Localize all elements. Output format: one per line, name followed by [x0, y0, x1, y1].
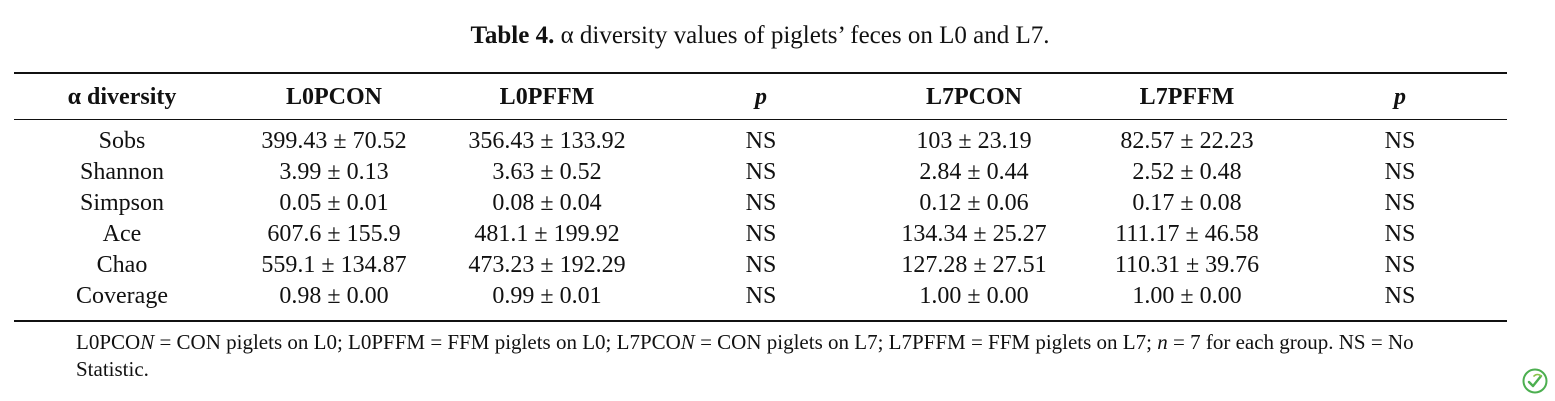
footnote-seg: N [140, 330, 155, 354]
table-cell: 1.00 ± 0.00 [919, 283, 1029, 309]
footnote-seg: n [1157, 330, 1168, 354]
caption-text: α diversity values of piglets’ feces on … [560, 22, 1050, 49]
table-row: Coverage 0.98 ± 0.00 0.99 ± 0.01 NS 1.00… [0, 280, 1555, 312]
table-cell: NS [1384, 252, 1416, 278]
footnote-seg: = CON piglets on L0; L0PFFM = FFM piglet… [154, 330, 681, 354]
table-cell: NS [745, 128, 777, 154]
table-cell: NS [745, 190, 777, 216]
leaf-check-icon[interactable] [1522, 368, 1548, 394]
table-cell: 103 ± 23.19 [916, 128, 1032, 154]
footnote-seg: = 7 for each group. NS = No Statistic. [76, 330, 1414, 381]
footnote-seg: = CON piglets on L7; L7PFFM = FFM piglet… [694, 330, 1158, 354]
table-cell: 2.52 ± 0.48 [1132, 159, 1242, 185]
header-l0pffm: L0PFFM [499, 84, 595, 110]
table-cell: 1.00 ± 0.00 [1132, 283, 1242, 309]
table-row: Ace 607.6 ± 155.9 481.1 ± 199.92 NS 134.… [0, 218, 1555, 250]
table-cell: 0.12 ± 0.06 [919, 190, 1029, 216]
table-cell: 134.34 ± 25.27 [901, 221, 1047, 247]
table-cell: NS [1384, 190, 1416, 216]
table-cell: 481.1 ± 199.92 [474, 221, 620, 247]
table-cell: NS [1384, 128, 1416, 154]
table-cell: 473.23 ± 192.29 [468, 252, 626, 278]
table-cell: 3.63 ± 0.52 [492, 159, 602, 185]
row-label: Chao [96, 252, 148, 278]
table-cell: 111.17 ± 46.58 [1115, 221, 1259, 247]
table-cell: 559.1 ± 134.87 [261, 252, 407, 278]
table-caption: Table 4. α diversity values of piglets’ … [0, 18, 1520, 54]
table-row: Chao 559.1 ± 134.87 473.23 ± 192.29 NS 1… [0, 249, 1555, 281]
row-label: Coverage [76, 283, 168, 309]
table-cell: 356.43 ± 133.92 [468, 128, 626, 154]
row-label: Ace [102, 221, 142, 247]
table-row: Shannon 3.99 ± 0.13 3.63 ± 0.52 NS 2.84 … [0, 156, 1555, 188]
row-label: Shannon [80, 159, 164, 185]
table-cell: 399.43 ± 70.52 [261, 128, 407, 154]
header-p-l0: p [755, 84, 767, 110]
table-cell: 2.84 ± 0.44 [919, 159, 1029, 185]
table-cell: 127.28 ± 27.51 [901, 252, 1047, 278]
leaf-check-icon-graphic [1522, 368, 1548, 394]
table-row: Sobs 399.43 ± 70.52 356.43 ± 133.92 NS 1… [0, 125, 1555, 157]
header-l7pffm: L7PFFM [1139, 84, 1235, 110]
table-cell: 82.57 ± 22.23 [1120, 128, 1254, 154]
table-cell: NS [745, 252, 777, 278]
table-cell: 607.6 ± 155.9 [267, 221, 401, 247]
table-top-rule [14, 72, 1507, 74]
table-cell: NS [745, 159, 777, 185]
footnote-seg: N [680, 330, 695, 354]
table-cell: NS [745, 221, 777, 247]
caption-label: Table 4. [470, 22, 555, 49]
table-cell: 0.17 ± 0.08 [1132, 190, 1242, 216]
table-footnote: L0PCON = CON piglets on L0; L0PFFM = FFM… [76, 329, 1476, 383]
table-cell: 0.98 ± 0.00 [279, 283, 389, 309]
header-l0pcon: L0PCON [286, 84, 382, 110]
table-header-rule [14, 119, 1507, 120]
table-cell: NS [1384, 283, 1416, 309]
table-cell: 0.99 ± 0.01 [492, 283, 602, 309]
table-bottom-rule [14, 320, 1507, 322]
table-cell: 3.99 ± 0.13 [279, 159, 389, 185]
table-header-row: α diversity L0PCON L0PFFM p L7PCON L7PFF… [0, 81, 1555, 113]
row-label: Sobs [98, 128, 146, 154]
table-cell: 0.05 ± 0.01 [279, 190, 389, 216]
table-cell: NS [745, 283, 777, 309]
table-cell: 110.31 ± 39.76 [1114, 252, 1260, 278]
table-cell: NS [1384, 159, 1416, 185]
table-row: Simpson 0.05 ± 0.01 0.08 ± 0.04 NS 0.12 … [0, 187, 1555, 219]
table-cell: NS [1384, 221, 1416, 247]
header-p-l7: p [1394, 84, 1406, 110]
table-cell: 0.08 ± 0.04 [492, 190, 602, 216]
footnote-seg: L0PCO [76, 330, 141, 354]
header-l7pcon: L7PCON [926, 84, 1022, 110]
header-alpha-diversity: α diversity [67, 84, 177, 110]
row-label: Simpson [79, 190, 165, 216]
